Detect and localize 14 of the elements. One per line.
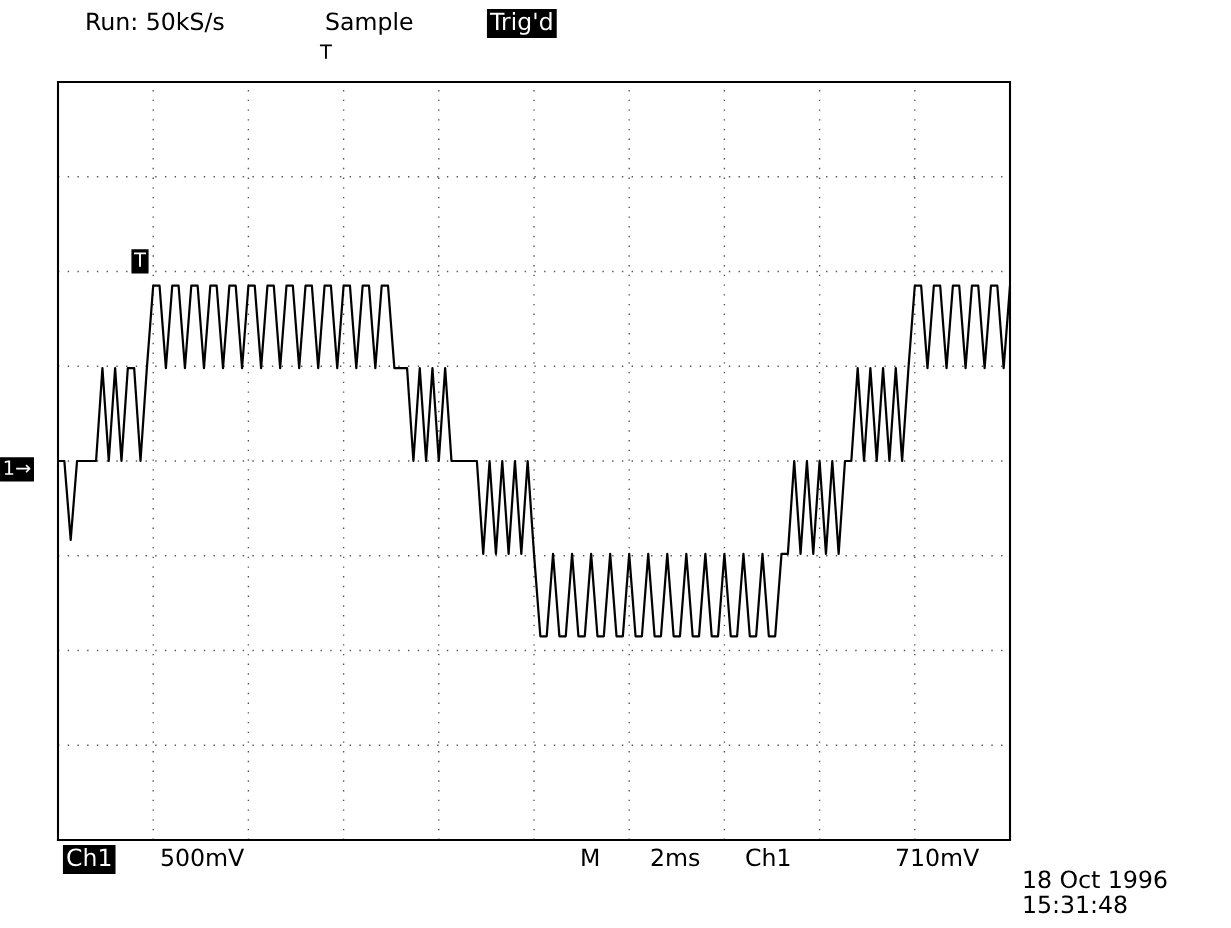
text: Run: 50kS/s xyxy=(87,12,224,33)
text: Trig'd xyxy=(489,12,552,35)
text: 15:31:48 xyxy=(1024,895,1127,914)
text: 710mV xyxy=(896,848,980,867)
text: M xyxy=(582,848,599,866)
text: 500mV xyxy=(161,848,245,867)
text: 18 Oct 1996 xyxy=(1024,870,1167,889)
text: 2ms xyxy=(651,848,700,867)
text: T xyxy=(134,252,146,267)
text: 1→ xyxy=(4,460,31,475)
text: Ch1 xyxy=(67,848,111,867)
text: Ch1 xyxy=(746,848,790,867)
text: Sample xyxy=(326,12,413,35)
text: T xyxy=(319,44,332,59)
